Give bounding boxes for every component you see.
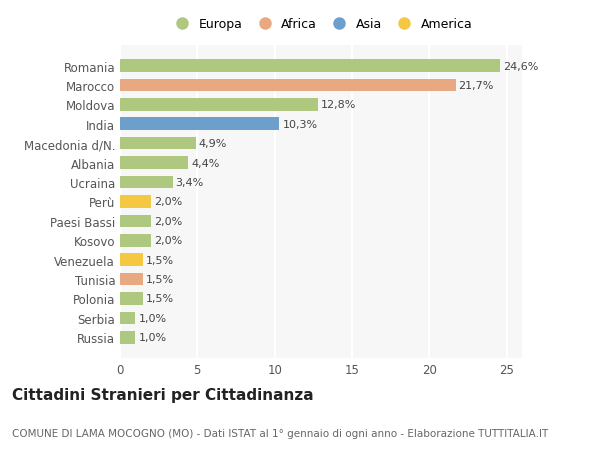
Text: 4,9%: 4,9%	[199, 139, 227, 149]
Bar	[120, 196, 151, 208]
Text: 1,5%: 1,5%	[146, 294, 175, 304]
Text: 1,5%: 1,5%	[146, 255, 175, 265]
Bar	[120, 138, 196, 150]
Text: 2,0%: 2,0%	[154, 236, 182, 246]
Text: 21,7%: 21,7%	[458, 81, 494, 91]
Text: Cittadini Stranieri per Cittadinanza: Cittadini Stranieri per Cittadinanza	[12, 387, 314, 403]
Text: 1,0%: 1,0%	[139, 333, 167, 342]
Bar	[120, 215, 151, 228]
Bar	[120, 312, 136, 325]
Bar	[120, 60, 500, 73]
Bar	[120, 235, 151, 247]
Bar	[120, 118, 279, 131]
Legend: Europa, Africa, Asia, America: Europa, Africa, Asia, America	[166, 15, 476, 35]
Bar	[120, 331, 136, 344]
Text: 10,3%: 10,3%	[283, 119, 317, 129]
Text: COMUNE DI LAMA MOCOGNO (MO) - Dati ISTAT al 1° gennaio di ogni anno - Elaborazio: COMUNE DI LAMA MOCOGNO (MO) - Dati ISTAT…	[12, 428, 548, 438]
Text: 2,0%: 2,0%	[154, 216, 182, 226]
Bar	[120, 273, 143, 286]
Bar	[120, 99, 318, 112]
Bar	[120, 157, 188, 169]
Text: 1,5%: 1,5%	[146, 274, 175, 285]
Text: 2,0%: 2,0%	[154, 197, 182, 207]
Text: 4,4%: 4,4%	[191, 158, 220, 168]
Text: 1,0%: 1,0%	[139, 313, 167, 323]
Bar	[120, 292, 143, 305]
Bar	[120, 79, 455, 92]
Text: 24,6%: 24,6%	[503, 62, 539, 71]
Bar	[120, 176, 173, 189]
Text: 12,8%: 12,8%	[321, 100, 356, 110]
Bar	[120, 254, 143, 266]
Text: 3,4%: 3,4%	[176, 178, 204, 188]
